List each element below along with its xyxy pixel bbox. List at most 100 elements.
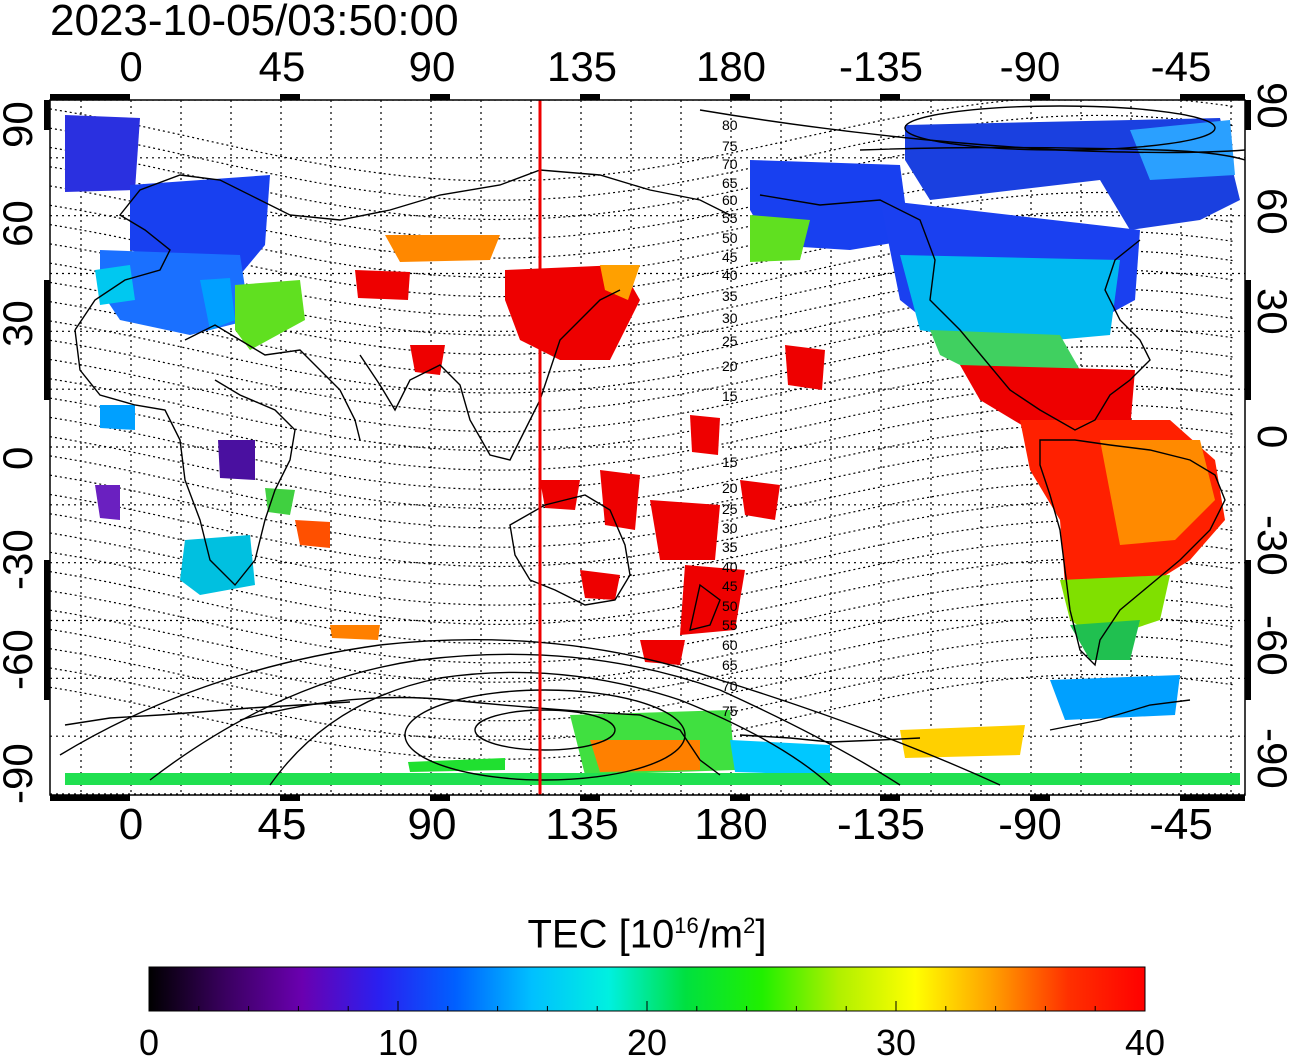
lat-tick-right: 90 <box>1249 82 1294 129</box>
magnetic-contour <box>50 558 1236 645</box>
lat-tick-left: 90 <box>0 101 41 148</box>
lat-tick-left: 30 <box>0 300 41 347</box>
contour-label: 30 <box>722 520 738 536</box>
lat-tick-left: -30 <box>0 529 41 590</box>
edge-bar <box>580 94 600 100</box>
contour-label: 55 <box>722 210 738 226</box>
edge-bar <box>730 94 750 100</box>
edge-bar <box>280 94 300 100</box>
contour-label: 15 <box>722 388 738 404</box>
magnetic-contour <box>50 635 1236 722</box>
contour-label: 15 <box>722 454 738 470</box>
lon-tick-bottom: -135 <box>836 800 926 849</box>
magnetic-contour <box>50 596 1236 683</box>
contour-label: 40 <box>722 559 738 575</box>
map-content: 80 75 70 65 60 55 50 45 40 35 30 25 20 1… <box>50 100 1245 795</box>
magnetic-contour <box>50 114 1236 201</box>
lon-tick-top: 45 <box>258 43 306 90</box>
magnetic-contour <box>50 423 1236 510</box>
lat-tick-left: -90 <box>0 743 41 804</box>
map-frame <box>49 99 1246 796</box>
edge-bar <box>44 280 50 400</box>
magnetic-contour <box>50 500 1236 587</box>
solid-magnetic-contours <box>59 105 1245 786</box>
lon-tick-bottom: -90 <box>998 800 1062 849</box>
lat-tick-right: 60 <box>1249 188 1294 235</box>
contour-label: 25 <box>722 333 738 349</box>
edge-bar <box>880 94 900 100</box>
magnetic-contour <box>50 403 1236 491</box>
lat-tick-left: 60 <box>0 200 41 247</box>
contour-label: 60 <box>722 637 738 653</box>
colorbar-ticks <box>148 1001 1146 1011</box>
magnetic-contour <box>50 191 1236 279</box>
magnetic-contour <box>50 365 1236 452</box>
lat-tick-left: -60 <box>0 629 41 690</box>
lon-tick-bottom: 135 <box>545 800 619 849</box>
magnetic-contour <box>50 268 1236 356</box>
lon-tick-top: -45 <box>1150 43 1212 90</box>
contour-label: 60 <box>722 192 738 208</box>
magnetic-contour <box>50 249 1236 336</box>
magnetic-contour <box>50 134 1236 221</box>
lat-tick-right: -60 <box>1249 615 1294 676</box>
coastlines <box>64 169 1226 776</box>
lat-tick-right: 30 <box>1249 288 1294 335</box>
lat-tick-right: -90 <box>1249 728 1294 789</box>
edge-bar <box>430 94 450 100</box>
contour-label: 70 <box>722 156 738 172</box>
magnetic-contour <box>50 346 1236 433</box>
edge-bar <box>44 100 50 130</box>
colorbar-tick-label: 40 <box>1124 1022 1166 1063</box>
contour-label: 35 <box>722 539 738 555</box>
magnetic-contour <box>50 230 1236 317</box>
magnetic-contour <box>50 211 1236 298</box>
lon-tick-bottom: 180 <box>694 800 768 849</box>
edge-bar <box>1180 94 1245 100</box>
magnetic-contour <box>50 577 1236 664</box>
magnetic-contour <box>50 673 1236 760</box>
contour-labels: 80 75 70 65 60 55 50 45 40 35 30 25 20 1… <box>722 117 738 719</box>
contour-label: 55 <box>722 617 738 633</box>
map-edge-bars <box>44 94 1251 801</box>
lon-tick-top: 90 <box>408 43 456 90</box>
magnetic-contour <box>50 519 1236 606</box>
contour-label: 50 <box>722 230 738 246</box>
colorbar <box>148 966 1146 1012</box>
magnetic-contour <box>50 326 1236 413</box>
contour-label: 80 <box>722 117 738 133</box>
magnetic-contour <box>50 384 1236 471</box>
lat-tick-right: 0 <box>1249 425 1294 449</box>
contour-label: 45 <box>722 249 738 265</box>
tec-data-patches <box>65 115 1240 785</box>
magnetic-contour <box>50 615 1236 703</box>
edge-bar <box>50 94 130 100</box>
lat-tick-right: -30 <box>1249 515 1294 576</box>
magnetic-contour <box>50 538 1236 626</box>
contour-label: 30 <box>722 310 738 326</box>
magnetic-contour <box>50 461 1236 548</box>
magnetic-contour <box>50 100 1236 182</box>
edge-bar <box>44 560 50 700</box>
colorbar-tick-label: 10 <box>377 1022 419 1063</box>
magnetic-contour <box>50 481 1236 568</box>
magnetic-contour <box>50 153 1236 240</box>
contour-label: 75 <box>722 703 738 719</box>
timestamp-label: 2023-10-05/03:50:00 <box>50 0 459 45</box>
colorbar-tick-label: 0 <box>138 1022 160 1063</box>
map-gridlines <box>50 100 1245 795</box>
contour-label: 75 <box>722 138 738 154</box>
magnetic-contour <box>50 442 1236 529</box>
magnetic-contour <box>50 654 1236 741</box>
magnetic-contour <box>50 172 1236 259</box>
lat-tick-left: 0 <box>0 447 41 470</box>
lon-tick-top: 135 <box>546 43 618 90</box>
colorbar-tick-label: 30 <box>875 1022 917 1063</box>
contour-label: 20 <box>722 358 738 374</box>
contour-label: 50 <box>722 598 738 614</box>
lon-tick-top: 0 <box>119 43 143 90</box>
contour-label: 65 <box>722 657 738 673</box>
contour-label: 25 <box>722 501 738 517</box>
